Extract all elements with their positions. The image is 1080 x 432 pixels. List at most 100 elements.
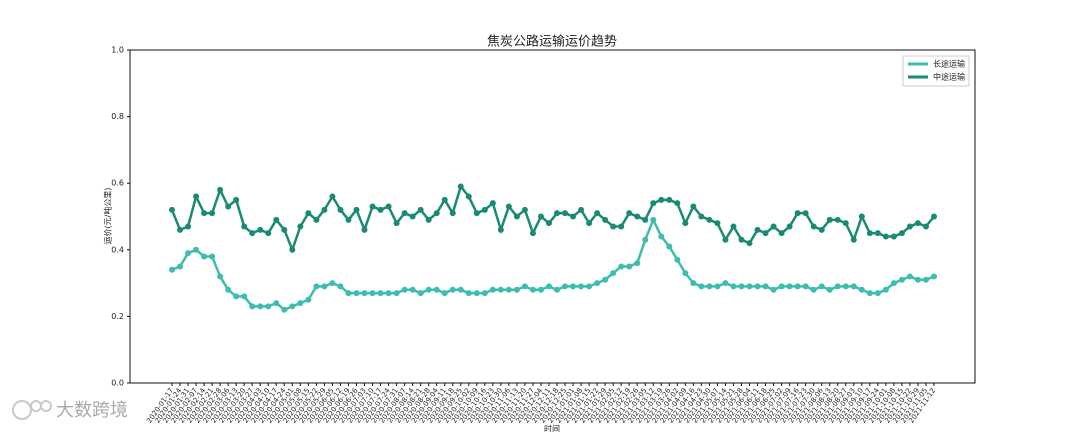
data-point [297, 300, 304, 307]
data-point [850, 236, 857, 243]
data-point [521, 283, 528, 290]
x-axis-label: 时间 [544, 424, 560, 432]
data-point [786, 283, 793, 290]
data-point [746, 283, 753, 290]
data-point [545, 283, 552, 290]
data-point [802, 210, 809, 217]
data-point [401, 210, 408, 217]
data-point [642, 216, 649, 223]
data-point [602, 216, 609, 223]
data-point [465, 290, 472, 297]
data-point [730, 223, 737, 230]
data-point [497, 226, 504, 233]
data-point [169, 206, 175, 213]
data-point [714, 220, 721, 227]
data-point [489, 200, 496, 207]
y-tick-label: 0.4 [111, 245, 124, 254]
data-point [449, 286, 456, 293]
data-point [698, 213, 705, 220]
data-point [890, 280, 897, 287]
data-point [922, 223, 929, 230]
data-point [249, 230, 256, 237]
data-point [385, 203, 392, 210]
data-point [417, 290, 424, 297]
data-point [706, 283, 713, 290]
data-point [513, 213, 520, 220]
y-tick-label: 0.2 [111, 312, 124, 321]
data-point [802, 283, 809, 290]
data-point [457, 286, 464, 293]
data-point [866, 230, 873, 237]
data-point [562, 210, 569, 217]
data-point [754, 226, 761, 233]
data-point [505, 286, 512, 293]
data-point [762, 283, 769, 290]
data-point [185, 223, 192, 230]
data-point [169, 266, 175, 273]
data-point [393, 290, 400, 297]
data-point [409, 286, 416, 293]
data-point [826, 216, 833, 223]
data-point [722, 280, 729, 287]
data-point [682, 270, 689, 277]
data-point [674, 256, 681, 263]
data-point [449, 210, 456, 217]
data-point [594, 210, 601, 217]
data-point [217, 273, 224, 280]
data-point [618, 223, 625, 230]
data-point [361, 290, 368, 297]
data-point [866, 290, 873, 297]
data-point [425, 216, 432, 223]
data-point [858, 213, 865, 220]
data-point [730, 283, 737, 290]
data-point [385, 290, 392, 297]
data-point [465, 193, 472, 200]
data-point [177, 226, 184, 233]
data-point [890, 233, 897, 240]
data-point [610, 223, 617, 230]
data-point [794, 210, 801, 217]
data-point [521, 206, 528, 213]
data-point [770, 223, 777, 230]
data-point [201, 210, 208, 217]
data-point [233, 293, 240, 300]
data-point [626, 210, 633, 217]
data-point [313, 216, 320, 223]
data-point [361, 226, 368, 233]
data-point [209, 210, 216, 217]
data-point [305, 210, 312, 217]
data-point [906, 273, 913, 280]
data-point [217, 186, 224, 193]
data-point [570, 213, 577, 220]
data-point [265, 230, 272, 237]
data-point [209, 253, 216, 260]
data-point [481, 290, 488, 297]
data-point [690, 203, 697, 210]
data-point [329, 280, 336, 287]
data-point [914, 220, 921, 227]
data-point [225, 286, 232, 293]
data-point [225, 203, 232, 210]
data-point [401, 286, 408, 293]
data-point [626, 263, 633, 270]
data-point [874, 230, 881, 237]
data-point [810, 223, 817, 230]
data-point [433, 210, 440, 217]
data-point [906, 223, 913, 230]
data-point [473, 290, 480, 297]
data-point [762, 230, 769, 237]
data-point [345, 290, 352, 297]
data-point [834, 283, 841, 290]
data-point [305, 296, 312, 303]
data-point [882, 286, 889, 293]
data-point [321, 283, 328, 290]
data-point [850, 283, 857, 290]
data-point [193, 246, 200, 253]
data-point [578, 206, 585, 213]
data-point [842, 283, 849, 290]
data-point [529, 230, 536, 237]
data-point [537, 213, 544, 220]
data-point [393, 220, 400, 227]
data-point [570, 283, 577, 290]
data-point [193, 193, 200, 200]
